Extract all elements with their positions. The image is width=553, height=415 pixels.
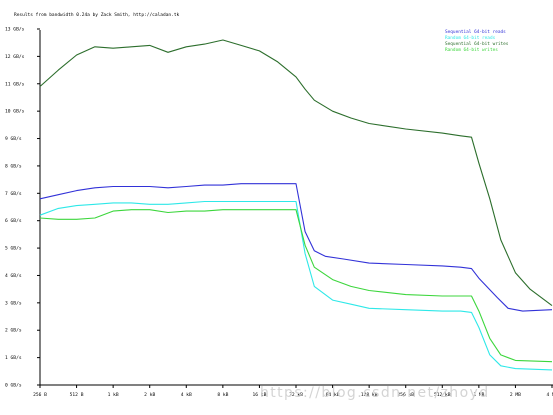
legend-item-sequential-reads: Sequential 64-bit reads: [445, 30, 506, 35]
y-tick-label: 10 GB/s: [5, 109, 25, 115]
x-tick-label: 16 kB: [253, 392, 267, 398]
chart-title: Results from bandwidth 0.24a by Zack Smi…: [14, 13, 180, 18]
y-tick-label: 0 GB/s: [5, 383, 22, 389]
x-tick-label: 4 MB: [546, 392, 553, 398]
x-tick-label: 512 kB: [434, 392, 451, 398]
x-tick-label: 256 kB: [397, 392, 414, 398]
y-tick-label: 3 GB/s: [5, 300, 22, 306]
y-tick-label: 2 GB/s: [5, 328, 22, 334]
y-tick-label: 5 GB/s: [5, 246, 22, 252]
chart-legend: Sequential 64-bit reads Random 64-bit re…: [445, 30, 508, 54]
x-tick-label: 1 kB: [108, 392, 119, 398]
y-tick-label: 11 GB/s: [5, 81, 25, 87]
x-tick-label: 256 B: [33, 392, 47, 398]
x-tick-label: 128 kB: [361, 392, 378, 398]
x-tick-label: 32 kB: [289, 392, 303, 398]
y-tick-label: 13 GB/s: [5, 27, 25, 33]
x-tick-label: 2 kB: [144, 392, 155, 398]
y-tick-label: 6 GB/s: [5, 218, 22, 224]
watermark: https://blog.csdn.net/zhoyd: [260, 385, 490, 401]
y-tick-label: 12 GB/s: [5, 54, 25, 60]
series-line-2: [39, 200, 553, 371]
legend-item-random-reads: Random 64-bit reads: [445, 35, 496, 41]
y-tick-label: 8 GB/s: [5, 163, 22, 169]
series-line-1: [39, 183, 553, 312]
x-tick-label: 4 kB: [181, 392, 192, 398]
x-tick-label: 1 MB: [473, 392, 484, 398]
legend-item-random-writes: Random 64-bit writes: [445, 47, 498, 53]
y-tick-label: 9 GB/s: [5, 136, 22, 142]
x-tick-label: 64 kB: [326, 392, 340, 398]
x-tick-label: 8 kB: [217, 392, 228, 398]
series-line-4: [39, 209, 553, 363]
series-line-3: [39, 39, 553, 307]
x-tick-label: 512 B: [70, 392, 84, 398]
y-tick-label: 4 GB/s: [5, 273, 22, 279]
y-tick-label: 7 GB/s: [5, 191, 22, 197]
y-tick-label: 1 GB/s: [5, 355, 22, 361]
legend-item-sequential-writes: Sequential 64-bit writes: [445, 41, 509, 47]
x-tick-label: 2 MB: [510, 392, 521, 398]
